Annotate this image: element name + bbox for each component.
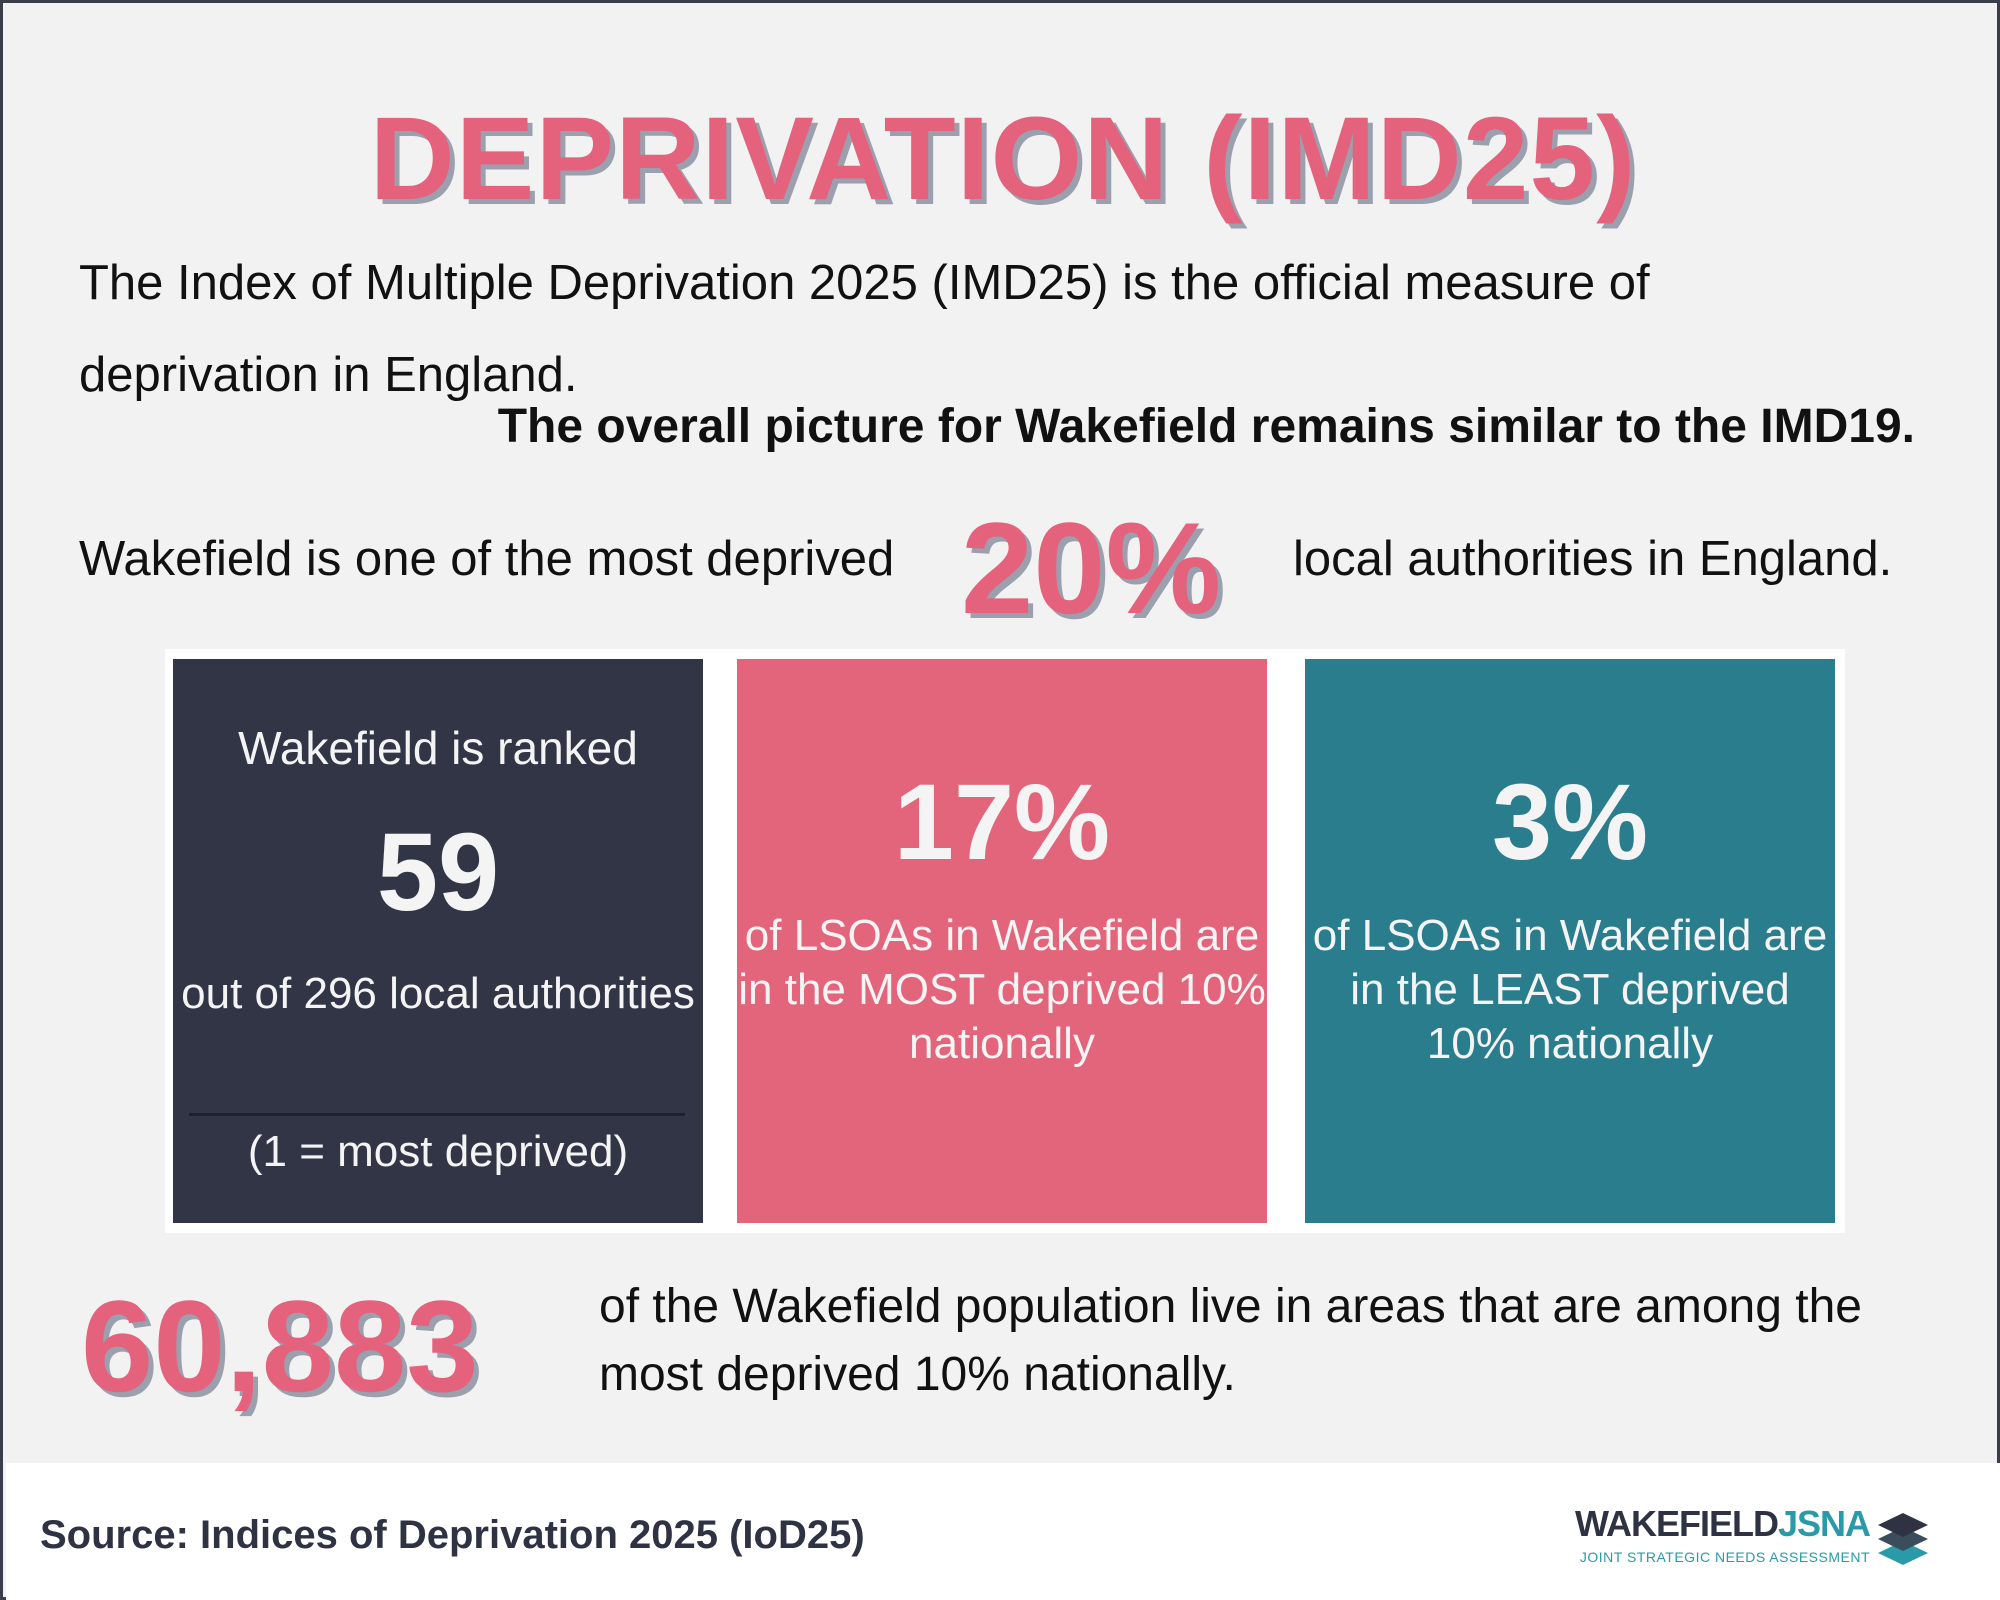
most-deprived-percent: 17% <box>893 761 1111 882</box>
wakefield-jsna-logo: WAKEFIELDJSNA JOINT STRATEGIC NEEDS ASSE… <box>1570 1503 1930 1573</box>
highlight-statement: The overall picture for Wakefield remain… <box>497 400 1915 453</box>
decile-stat-prefix: Wakefield is one of the most deprived <box>79 532 895 586</box>
rank-card: Wakefield is ranked 59 out of 296 local … <box>173 659 703 1223</box>
stat-cards-panel: Wakefield is ranked 59 out of 296 local … <box>165 649 1845 1233</box>
stacked-layers-icon <box>1878 1513 1928 1565</box>
footer-bar: Source: Indices of Deprivation 2025 (IoD… <box>6 1463 2000 1600</box>
decile-stat-line: Wakefield is one of the most deprived 20… <box>3 503 2000 633</box>
source-citation: Source: Indices of Deprivation 2025 (IoD… <box>40 1513 865 1557</box>
rank-card-lead: Wakefield is ranked <box>238 722 638 774</box>
least-deprived-card: 3% of LSOAs in Wakefield are in the LEAS… <box>1305 659 1835 1223</box>
rank-card-note: (1 = most deprived) <box>247 1127 629 1176</box>
most-deprived-description: of LSOAs in Wakefield are in the MOST de… <box>738 911 1266 1068</box>
intro-text: The Index of Multiple Deprivation 2025 (… <box>79 256 1650 402</box>
rank-value: 59 <box>376 811 500 934</box>
most-deprived-card: 17% of LSOAs in Wakefield are in the MOS… <box>737 659 1267 1223</box>
population-description: of the Wakefield population live in area… <box>599 1280 1862 1401</box>
decile-stat-value: 20% <box>961 495 1222 641</box>
logo-word-wakefield: WAKEFIELD <box>1574 1503 1779 1544</box>
decile-stat-suffix: local authorities in England. <box>1293 532 1893 586</box>
rank-card-subtitle: out of 296 local authorities <box>181 969 695 1018</box>
page-title: DEPRIVATION (IMD25) <box>369 93 1637 225</box>
least-deprived-percent: 3% <box>1491 761 1649 882</box>
least-deprived-description: of LSOAs in Wakefield are in the LEAST d… <box>1312 911 1828 1068</box>
logo-word-jsna: JSNA <box>1777 1503 1871 1544</box>
rank-card-divider <box>189 1113 685 1116</box>
logo-tagline: JOINT STRATEGIC NEEDS ASSESSMENT <box>1579 1549 1870 1565</box>
logo-wordmark: WAKEFIELDJSNA <box>1574 1503 1871 1545</box>
population-value: 60,883 <box>81 1273 479 1419</box>
